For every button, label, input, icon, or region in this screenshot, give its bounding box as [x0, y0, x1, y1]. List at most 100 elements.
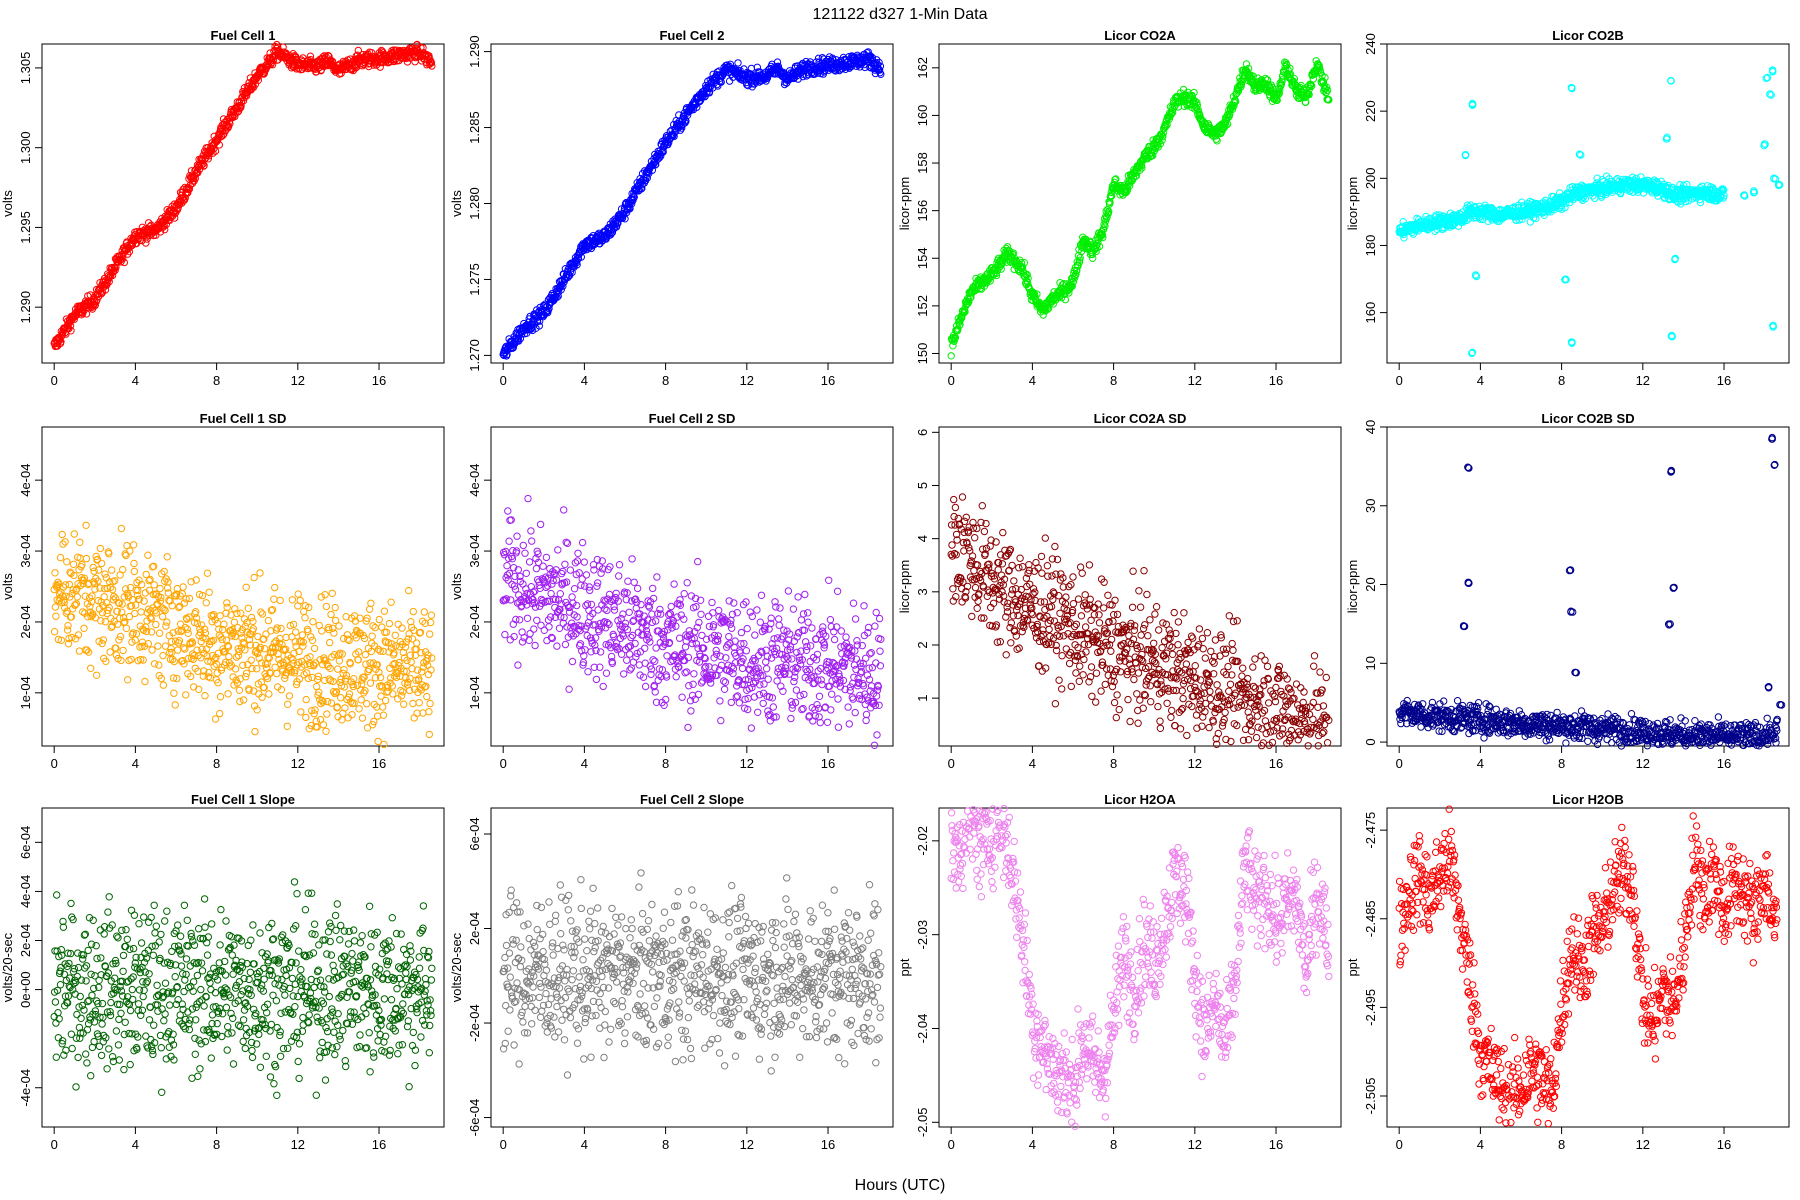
y-axis-label: volts [449, 573, 464, 600]
data-point [427, 611, 436, 619]
data-point [574, 549, 582, 557]
data-point [184, 629, 192, 637]
x-tick-label: 8 [213, 756, 220, 771]
data-point [559, 567, 567, 576]
data-point [150, 660, 159, 668]
data-point [279, 43, 287, 51]
data-point [331, 603, 339, 612]
data-point [108, 566, 116, 574]
data-point [288, 596, 297, 604]
data-point [301, 614, 309, 622]
data-point [553, 642, 561, 650]
data-point [423, 692, 431, 701]
data-point [612, 589, 620, 597]
data-point [947, 352, 955, 360]
data-point [354, 656, 362, 664]
data-point [155, 661, 163, 669]
data-point [170, 689, 178, 697]
data-point [319, 721, 328, 729]
data-point [144, 551, 152, 559]
data-point [225, 652, 233, 661]
data-point [101, 286, 110, 294]
data-point [334, 665, 342, 673]
data-point [77, 311, 86, 319]
y-tick-label: 180 [1363, 235, 1378, 257]
data-point [599, 682, 607, 691]
data-point [200, 161, 208, 170]
data-point [130, 559, 138, 568]
data-point [211, 147, 220, 155]
x-tick-label: 16 [372, 373, 386, 388]
data-point [120, 258, 129, 267]
data-point [152, 609, 161, 617]
data-point [285, 692, 294, 700]
data-point [51, 569, 59, 577]
data-point [253, 665, 261, 673]
data-point [323, 710, 331, 718]
data-point [385, 619, 394, 628]
point-cloud [50, 40, 436, 351]
x-tick-label: 16 [821, 756, 835, 771]
data-point [269, 56, 278, 64]
y-axis-label: volts [0, 190, 15, 217]
data-point [155, 629, 164, 637]
data-point [327, 699, 336, 707]
data-point [409, 699, 417, 708]
data-point [532, 564, 541, 573]
data-point [327, 610, 335, 619]
x-tick-label: 4 [132, 756, 139, 771]
data-point [335, 622, 343, 630]
data-point [328, 589, 336, 597]
x-tick-label: 12 [1188, 373, 1202, 388]
data-point [238, 634, 246, 642]
data-point [505, 537, 513, 545]
data-point [203, 569, 212, 577]
data-point [51, 603, 60, 611]
data-point [64, 622, 72, 630]
data-point [276, 596, 284, 605]
data-point [528, 537, 536, 545]
data-point [539, 562, 547, 570]
data-point [148, 646, 156, 654]
data-point [236, 697, 244, 706]
data-point [525, 636, 533, 644]
data-point [239, 696, 248, 704]
data-point [592, 675, 601, 684]
x-tick-label: 12 [740, 373, 754, 388]
data-point [82, 554, 91, 563]
data-point [603, 606, 611, 615]
chart-panel-1: Fuel Cell 10 4 8 12 161.2901.2951.3001.305vo… [0, 28, 445, 388]
data-point [556, 590, 564, 598]
data-point [365, 605, 374, 613]
data-point [419, 44, 427, 52]
data-point [237, 609, 245, 617]
y-tick-label: 3e-04 [467, 534, 482, 567]
y-tick-label: 4e-04 [18, 464, 33, 497]
point-cloud [499, 48, 885, 360]
data-point [119, 255, 127, 263]
y-tick-label: 200 [1363, 167, 1378, 189]
data-point [400, 700, 408, 708]
data-point [224, 690, 232, 698]
data-point [353, 681, 362, 690]
data-point [530, 625, 538, 633]
data-point [386, 664, 394, 672]
data-point [119, 646, 127, 655]
data-point [354, 46, 362, 55]
data-point [525, 558, 534, 566]
data-point [256, 569, 264, 577]
data-point [356, 614, 364, 622]
y-tick-label: 162 [915, 57, 930, 79]
y-axis-label: licor-ppm [1345, 177, 1360, 230]
data-point [103, 279, 111, 287]
data-point [504, 507, 512, 515]
y-tick-label: 4e-04 [467, 464, 482, 497]
data-point [90, 567, 98, 575]
data-point [570, 585, 579, 593]
data-point [580, 558, 588, 566]
data-point [176, 620, 185, 628]
data-point [171, 214, 179, 222]
data-point [425, 730, 433, 739]
data-point [91, 301, 100, 309]
y-tick-label: 152 [915, 295, 930, 317]
